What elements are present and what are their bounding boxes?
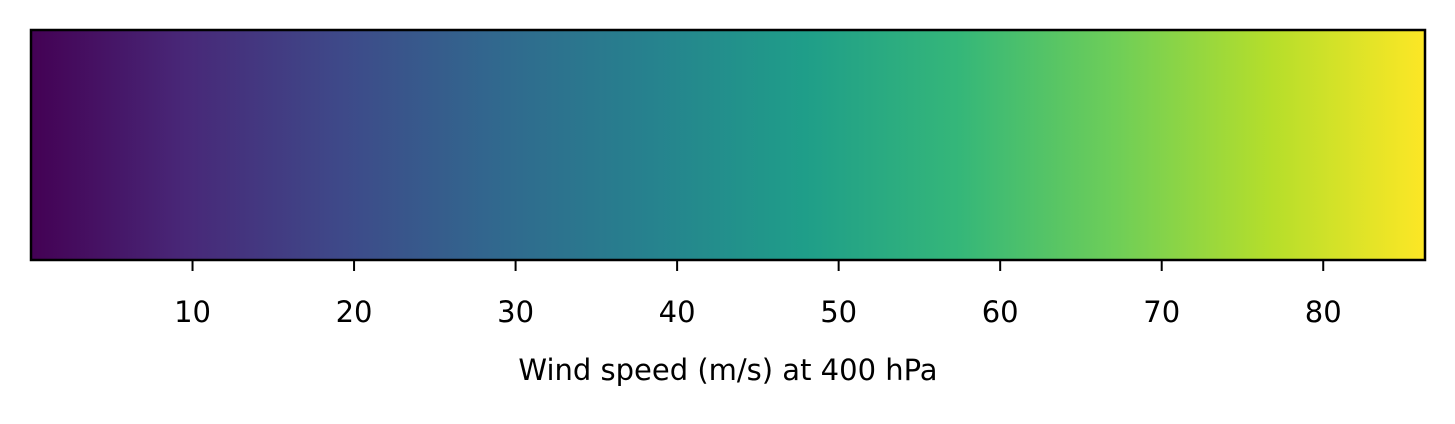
x-tick-label: 50 [820,295,857,329]
x-tick-label: 10 [174,295,211,329]
x-tick-label: 80 [1305,295,1342,329]
x-tick-label: 60 [982,295,1019,329]
x-tick-label: 30 [497,295,534,329]
colorbar-gradient [31,30,1425,260]
colorbar-frame [29,28,1427,262]
x-tick-label: 40 [659,295,696,329]
x-axis-ticks: 10 20 30 40 50 60 70 80 [174,260,1342,329]
x-tick-label: 20 [336,295,373,329]
x-axis-label: Wind speed (m/s) at 400 hPa [518,353,937,387]
x-tick-label: 70 [1143,295,1180,329]
